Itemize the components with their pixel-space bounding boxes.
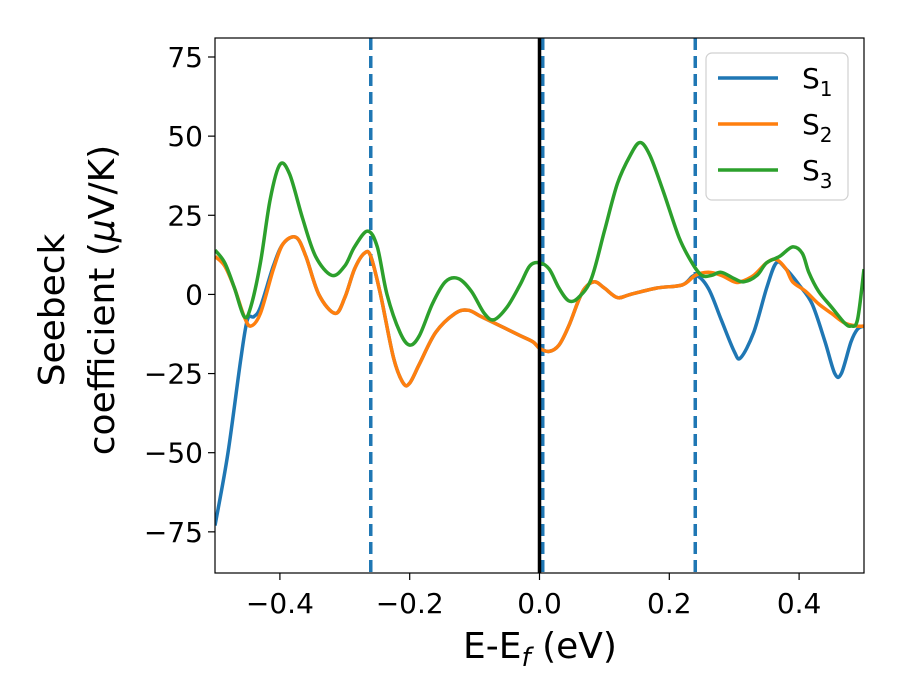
y-axis-title-mu: μ (82, 219, 123, 243)
y-axis-title-suffix: V/K) (82, 145, 123, 219)
legend: S1 S2 S3 (705, 52, 849, 201)
y-axis-title-prefix: coefficient ( (82, 242, 123, 455)
legend-label-s2: S2 (802, 108, 833, 147)
reference-lines (369, 38, 698, 573)
x-tick-label: 0.0 (517, 587, 562, 620)
y-tick-label: −50 (144, 437, 203, 470)
y-tick-label: −75 (144, 516, 203, 549)
series-line-s3 (215, 140, 864, 347)
y-tick-label: −25 (144, 358, 203, 391)
x-tick-label: −0.2 (376, 587, 444, 620)
y-tick-label: 50 (167, 120, 203, 153)
y-axis: 75 50 25 0 −25 −50 −75 (144, 41, 215, 549)
legend-box (705, 52, 849, 201)
y-axis-title-line1: Seebeck (32, 233, 73, 386)
y-tick-label: 0 (185, 278, 203, 311)
y-tick-label: 25 (167, 199, 203, 232)
legend-label-s1: S1 (802, 62, 833, 101)
x-axis-title: E-Ef (eV) (463, 626, 617, 673)
y-tick-label: 75 (167, 41, 203, 74)
x-tick-label: 0.2 (647, 587, 692, 620)
y-axis-title-line2: coefficient (μV/K) (82, 145, 123, 455)
x-axis-title-main: E-E (463, 626, 521, 667)
x-tick-label: −0.4 (246, 587, 314, 620)
x-tick-label: 0.4 (777, 587, 822, 620)
x-axis-title-unit: (eV) (531, 626, 617, 667)
x-axis: −0.4 −0.2 0.0 0.2 0.4 (246, 573, 821, 620)
legend-label-s3: S3 (802, 154, 833, 193)
